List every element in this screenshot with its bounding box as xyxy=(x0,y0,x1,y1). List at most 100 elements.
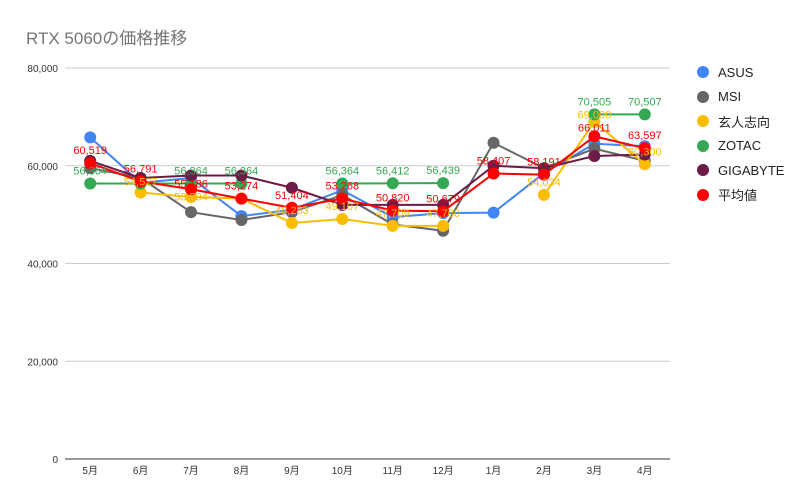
legend-marker-icon xyxy=(697,188,709,201)
data-label: 70,507 xyxy=(628,96,662,108)
data-label: 50,679 xyxy=(426,193,460,205)
data-point xyxy=(336,192,349,205)
data-label: 60,300 xyxy=(628,146,662,158)
x-tick-label: 5月 xyxy=(82,465,98,477)
data-label: 56,364 xyxy=(73,166,107,178)
series-line xyxy=(90,141,646,232)
legend-label: 玄人志向 xyxy=(718,114,771,130)
data-label: 55,186 xyxy=(174,179,208,191)
legend-item: GIGABYTE xyxy=(697,158,784,183)
x-tick-label: 2月 xyxy=(536,465,552,477)
x-tick-label: 3月 xyxy=(587,465,603,477)
legend-item: ZOTAC xyxy=(697,134,784,159)
legend-marker-icon xyxy=(697,66,709,79)
legend-item: 玄人志向 xyxy=(697,109,784,134)
data-label: 70,505 xyxy=(578,96,612,108)
y-tick-label: 0 xyxy=(52,455,58,466)
data-label: 50,820 xyxy=(376,193,410,205)
data-point xyxy=(638,108,651,121)
legend-label: ZOTAC xyxy=(718,138,762,154)
data-point xyxy=(336,177,349,190)
legend-label: 平均値 xyxy=(718,188,758,204)
data-point xyxy=(638,142,651,155)
data-point xyxy=(487,167,500,180)
data-label: 53,268 xyxy=(325,181,359,193)
y-tick-label: 20,000 xyxy=(27,357,58,368)
data-label: 56,364 xyxy=(225,166,259,178)
data-label: 53,594 xyxy=(174,192,208,204)
x-tick-label: 7月 xyxy=(183,465,199,477)
data-point xyxy=(386,177,399,190)
data-point xyxy=(285,217,298,230)
data-point xyxy=(386,219,399,232)
chart-title: RTX 5060の価格推移 xyxy=(26,29,188,48)
y-tick-label: 80,000 xyxy=(27,64,58,75)
data-point xyxy=(437,177,450,190)
data-point xyxy=(638,158,651,171)
data-point xyxy=(134,186,147,199)
data-label: 47,700 xyxy=(426,208,460,220)
data-label: 63,597 xyxy=(628,130,662,142)
legend-label: GIGABYTE xyxy=(718,162,785,178)
data-point xyxy=(84,157,97,170)
data-label: 69,000 xyxy=(578,109,612,121)
data-label: 56,439 xyxy=(426,165,460,177)
data-point xyxy=(487,206,500,219)
data-label: 54,034 xyxy=(527,177,561,189)
y-tick-label: 40,000 xyxy=(27,260,58,271)
y-tick-label: 60,000 xyxy=(27,162,58,173)
data-point xyxy=(336,212,349,225)
data-point xyxy=(185,206,198,219)
data-point xyxy=(588,149,601,162)
data-point xyxy=(537,168,550,181)
x-tick-label: 1月 xyxy=(486,465,502,477)
data-label: 58,191 xyxy=(527,157,561,169)
data-point xyxy=(84,177,97,190)
data-point xyxy=(285,181,298,194)
data-label: 51,404 xyxy=(275,190,309,202)
data-label: 54,527 xyxy=(124,176,158,188)
legend-marker-icon xyxy=(697,115,709,128)
x-tick-label: 6月 xyxy=(133,465,149,477)
data-label: 56,364 xyxy=(325,166,359,178)
legend-label: ASUS xyxy=(718,64,754,80)
data-label: 56,412 xyxy=(376,165,410,177)
data-point xyxy=(185,169,198,182)
data-point xyxy=(537,188,550,201)
x-tick-label: 9月 xyxy=(284,465,300,477)
data-label: 56,364 xyxy=(174,166,208,178)
data-point xyxy=(235,192,248,205)
legend-marker-icon xyxy=(697,164,709,177)
x-tick-label: 4月 xyxy=(637,465,653,477)
data-label: 48,283 xyxy=(275,205,309,217)
data-label: 47,709 xyxy=(376,208,410,220)
data-label: 66,011 xyxy=(578,122,611,134)
x-tick-label: 11月 xyxy=(383,465,403,477)
data-point xyxy=(84,131,97,144)
legend-label: MSI xyxy=(718,89,742,105)
data-label: 49,107 xyxy=(325,201,359,213)
data-point xyxy=(588,130,601,143)
legend-item: 平均値 xyxy=(697,183,784,208)
data-point xyxy=(437,205,450,218)
x-tick-label: 8月 xyxy=(234,465,250,477)
data-point xyxy=(487,136,500,149)
legend-marker-icon xyxy=(697,90,709,103)
legend-marker-icon xyxy=(697,139,709,152)
legend-item: MSI xyxy=(697,85,784,110)
data-point xyxy=(386,204,399,217)
data-label: 56,791 xyxy=(124,163,158,175)
data-point xyxy=(185,183,198,196)
data-point xyxy=(134,175,147,188)
data-point xyxy=(235,169,248,182)
legend: ASUS MSI 玄人志向 ZOTAC GIGABYTE 平均値 xyxy=(697,60,784,207)
x-tick-label: 10月 xyxy=(332,465,353,477)
data-point xyxy=(235,214,248,227)
data-point xyxy=(285,201,298,214)
data-point xyxy=(437,219,450,232)
data-label: 58,407 xyxy=(477,156,511,168)
x-tick-label: 12月 xyxy=(433,465,454,477)
data-point xyxy=(588,108,601,121)
